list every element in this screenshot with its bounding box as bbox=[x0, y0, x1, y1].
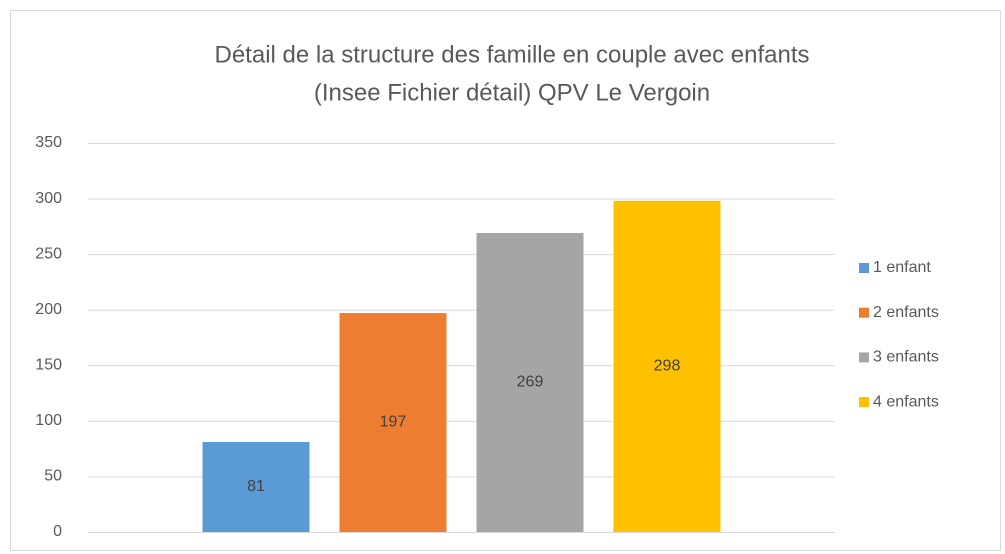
legend-label: 4 enfants bbox=[873, 393, 939, 410]
y-tick-label: 350 bbox=[35, 134, 62, 151]
bar bbox=[613, 200, 721, 532]
bar bbox=[476, 233, 584, 533]
bar bbox=[202, 441, 310, 532]
data-label: 197 bbox=[380, 414, 407, 431]
y-tick-label: 250 bbox=[35, 245, 62, 262]
bar bbox=[339, 313, 447, 532]
y-tick-label: 0 bbox=[53, 523, 62, 540]
legend-swatch bbox=[859, 352, 869, 363]
y-tick-label: 200 bbox=[35, 301, 62, 318]
chart-title: Détail de la structure des famille en co… bbox=[215, 41, 810, 68]
data-label: 298 bbox=[654, 358, 681, 375]
legend-label: 2 enfants bbox=[873, 304, 939, 321]
data-label: 269 bbox=[517, 374, 544, 391]
chart-title: (Insee Fichier détail) QPV Le Vergoin bbox=[314, 79, 710, 106]
y-tick-label: 300 bbox=[35, 190, 62, 207]
y-tick-label: 100 bbox=[35, 412, 62, 429]
legend-label: 3 enfants bbox=[873, 349, 939, 366]
y-tick-label: 150 bbox=[35, 357, 62, 374]
legend-label: 1 enfant bbox=[873, 259, 931, 276]
legend-swatch bbox=[859, 397, 869, 408]
legend-swatch bbox=[859, 307, 869, 318]
data-label: 81 bbox=[247, 478, 265, 495]
legend-swatch bbox=[859, 263, 869, 273]
y-tick-label: 50 bbox=[44, 468, 62, 485]
